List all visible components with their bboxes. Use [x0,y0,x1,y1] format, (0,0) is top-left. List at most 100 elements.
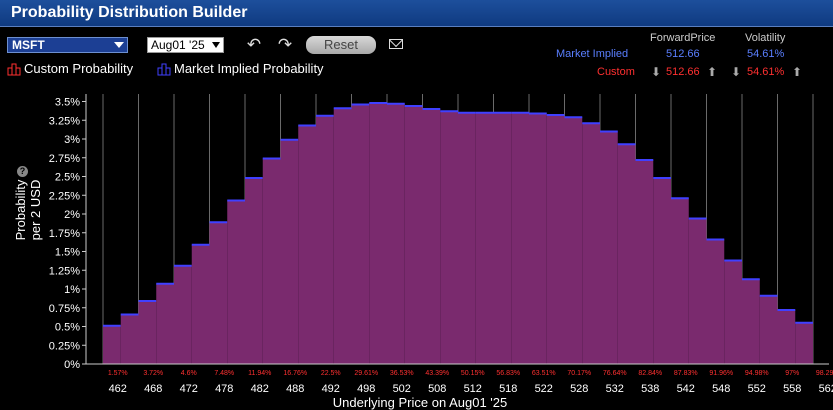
cumulative-label: 56.83% [496,370,520,377]
market-forward-value: 512.66 [666,48,700,60]
x-tick-label: 558 [783,383,801,395]
x-tick-label: 522 [535,383,553,395]
bar [724,260,742,364]
x-tick-label: 502 [393,383,411,395]
legend-custom[interactable]: Custom Probability [7,61,133,76]
chevron-down-icon [114,42,124,48]
y-tick-label: 1% [64,284,80,296]
y-axis-label: Probability per 2 USD [13,170,43,250]
x-tick-label: 478 [215,383,233,395]
redo-icon[interactable]: ↷ [277,35,293,54]
bar [688,218,707,364]
y-tick-label: 0.25% [49,340,80,352]
x-tick-label: 488 [286,383,304,395]
cumulative-label: 82.84% [638,370,662,377]
undo-icon[interactable]: ↶ [246,35,262,54]
bar [671,198,689,364]
bar [617,144,636,364]
x-tick-label: 498 [357,383,375,395]
y-tick-label: 2% [64,209,80,221]
symbol-value: MSFT [12,38,45,52]
symbol-dropdown[interactable]: MSFT [7,37,128,53]
bar [209,222,228,364]
bar [582,123,600,364]
bar [546,115,565,364]
y-tick-label: 1.5% [55,247,80,259]
x-tick-label: 512 [464,383,482,395]
legend-market[interactable]: Market Implied Probability [157,61,324,76]
cumulative-label: 43.39% [425,370,449,377]
cumulative-label: 36.53% [390,370,414,377]
bar [706,239,725,364]
y-tick-label: 0.75% [49,303,80,315]
window-title: Probability Distribution Builder [11,4,248,21]
x-tick-label: 538 [641,383,659,395]
bar [759,295,778,364]
cumulative-label: 11.94% [248,370,271,377]
y-axis-label-text: Probability per 2 USD [13,179,43,241]
cumulative-label: 1.57% [108,370,128,377]
bar [458,112,476,364]
market-vol-value: 54.61% [747,48,785,60]
bar [422,109,441,364]
bar [120,314,139,364]
cumulative-label: 3.72% [143,370,163,377]
custom-forward-value: 512.66 [666,66,700,78]
help-icon[interactable]: ? [17,166,28,177]
bar [351,104,370,364]
bar [156,283,174,364]
y-tick-label: 3.5% [55,97,80,109]
x-tick-label: 562 [819,383,833,395]
x-tick-label: 482 [251,383,269,395]
cumulative-label: 91.96% [709,370,733,377]
bar [600,131,618,364]
bar [316,115,334,364]
x-tick-label: 462 [109,383,127,395]
bar [777,310,796,364]
reset-button[interactable]: Reset [306,36,376,54]
bar [103,325,121,364]
y-tick-label: 0.5% [55,322,80,334]
x-tick-label: 552 [748,383,766,395]
bar [333,108,352,364]
vol-up-icon[interactable]: ⬆ [792,65,803,79]
bar [795,322,813,364]
forward-down-icon[interactable]: ⬇ [651,65,662,79]
vol-header: Volatility [745,32,786,44]
custom-label: Custom [597,66,635,78]
market-bars-icon [157,63,171,76]
y-tick-label: 3.25% [49,115,80,127]
expiry-value: Aug01 '25 [151,38,205,52]
bar [493,112,512,364]
vol-down-icon[interactable]: ⬇ [731,65,742,79]
bar [653,178,671,364]
email-icon[interactable] [389,39,403,49]
cumulative-label: 98.29% [816,370,833,377]
bar [404,106,423,364]
legend-market-label: Market Implied Probability [174,61,324,76]
bar [280,139,299,364]
cumulative-label: 87.83% [674,370,698,377]
x-tick-label: 518 [499,383,517,395]
x-tick-label: 508 [428,383,446,395]
y-tick-label: 1.75% [49,228,80,240]
cumulative-label: 29.61% [354,370,378,377]
bar [742,279,760,364]
x-tick-label: 528 [570,383,588,395]
bar [138,301,157,364]
forward-up-icon[interactable]: ⬆ [707,65,718,79]
x-tick-label: 542 [677,383,695,395]
x-tick-label: 468 [144,383,162,395]
custom-vol-value: 54.61% [747,66,785,78]
cumulative-label: 16.76% [283,370,307,377]
cumulative-label: 76.64% [603,370,627,377]
cumulative-label: 7.48% [214,370,234,377]
bar [191,244,210,364]
y-tick-label: 3% [64,134,80,146]
bar [564,117,583,364]
x-tick-label: 532 [606,383,624,395]
bar [245,178,263,364]
expiry-dropdown[interactable]: Aug01 '25 [147,37,224,53]
chevron-down-icon [212,42,220,48]
